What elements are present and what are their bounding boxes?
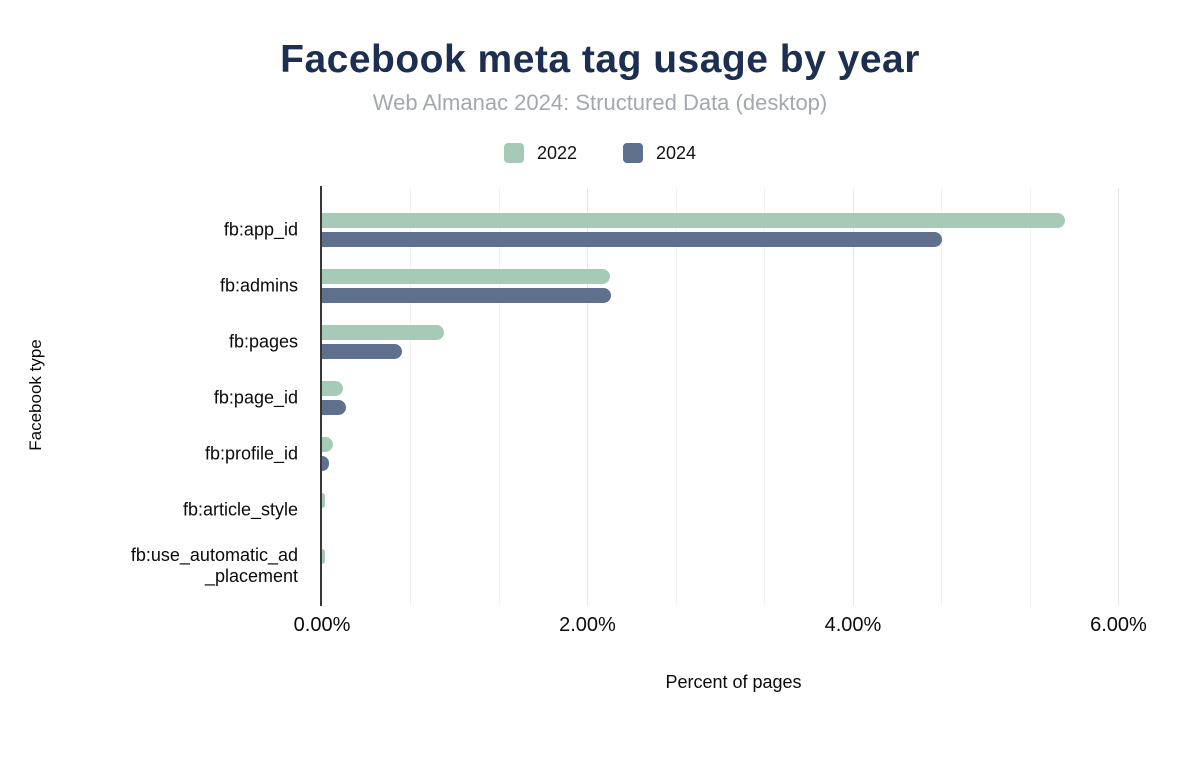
category-label: fb:page_id [213, 387, 298, 407]
legend-item-2024: 2024 [623, 143, 696, 164]
bar-fb-app_id-2024[interactable] [322, 231, 942, 247]
x-tick-label: 2.00% [559, 614, 616, 636]
bar-fb-page_id-2022[interactable] [322, 380, 344, 396]
legend-swatch-2024 [623, 143, 643, 163]
x-axis-title: Percent of pages [665, 672, 802, 692]
minor-gridline [1029, 188, 1031, 606]
bar-fb-pages-2022[interactable] [322, 324, 445, 340]
category-label: fb:admins [219, 275, 298, 295]
major-gridline [1118, 188, 1120, 606]
x-tick-labels: 0.00% 2.00% 4.00% 6.00% [294, 614, 1147, 640]
bar-fb-page_id-2024[interactable] [322, 399, 346, 415]
x-tick-label: 4.00% [824, 614, 882, 636]
minor-gridline [498, 188, 500, 606]
bar-fb-admins-2022[interactable] [322, 268, 611, 284]
bar-fb-profile_id-2024[interactable] [322, 455, 329, 471]
legend-label: 2024 [656, 142, 697, 163]
y-axis-title: Facebook type [26, 339, 45, 451]
legend: 2022 2024 [0, 142, 1200, 164]
bar-fb-article_style-2022[interactable] [322, 492, 325, 508]
minor-gridline [941, 188, 943, 606]
minor-gridline [410, 188, 412, 606]
bar-fb-admins-2024[interactable] [322, 287, 612, 303]
category-label: fb:use_automatic_ad _placement [130, 544, 298, 586]
category-labels: fb:app_id fb:admins fb:pages fb:page_id fb:p… [70, 186, 310, 604]
y-axis-line [320, 186, 322, 606]
category-label: fb:pages [228, 331, 298, 351]
legend-item-2022: 2022 [503, 142, 577, 164]
category-label: fb:article_style [182, 499, 298, 519]
chart: Facebook type fb:app_id fb:admins fb:pages… [0, 186, 1200, 716]
plot-area [320, 186, 1145, 606]
legend-swatch-2022 [503, 143, 524, 163]
legend-label: 2022 [536, 142, 577, 163]
page-subtitle: Web Almanac 2024: Structured Data (deskt… [372, 90, 828, 115]
category-label: fb:profile_id [204, 443, 298, 463]
minor-gridline [675, 188, 677, 606]
major-gridline [852, 188, 854, 606]
x-tick-label: 0.00% [293, 614, 351, 636]
x-tick-label: 6.00% [1090, 614, 1147, 636]
major-gridline [587, 188, 589, 606]
bar-fb-profile_id-2022[interactable] [322, 436, 333, 452]
bar-fb-use_automatic_ad-2022[interactable] [322, 548, 325, 564]
minor-gridline [764, 188, 766, 606]
bar-fb-app_id-2022[interactable] [322, 212, 1066, 228]
category-label: fb:app_id [223, 219, 298, 239]
bar-fb-pages-2024[interactable] [322, 343, 402, 359]
page-title: Facebook meta tag usage by year [280, 38, 920, 81]
